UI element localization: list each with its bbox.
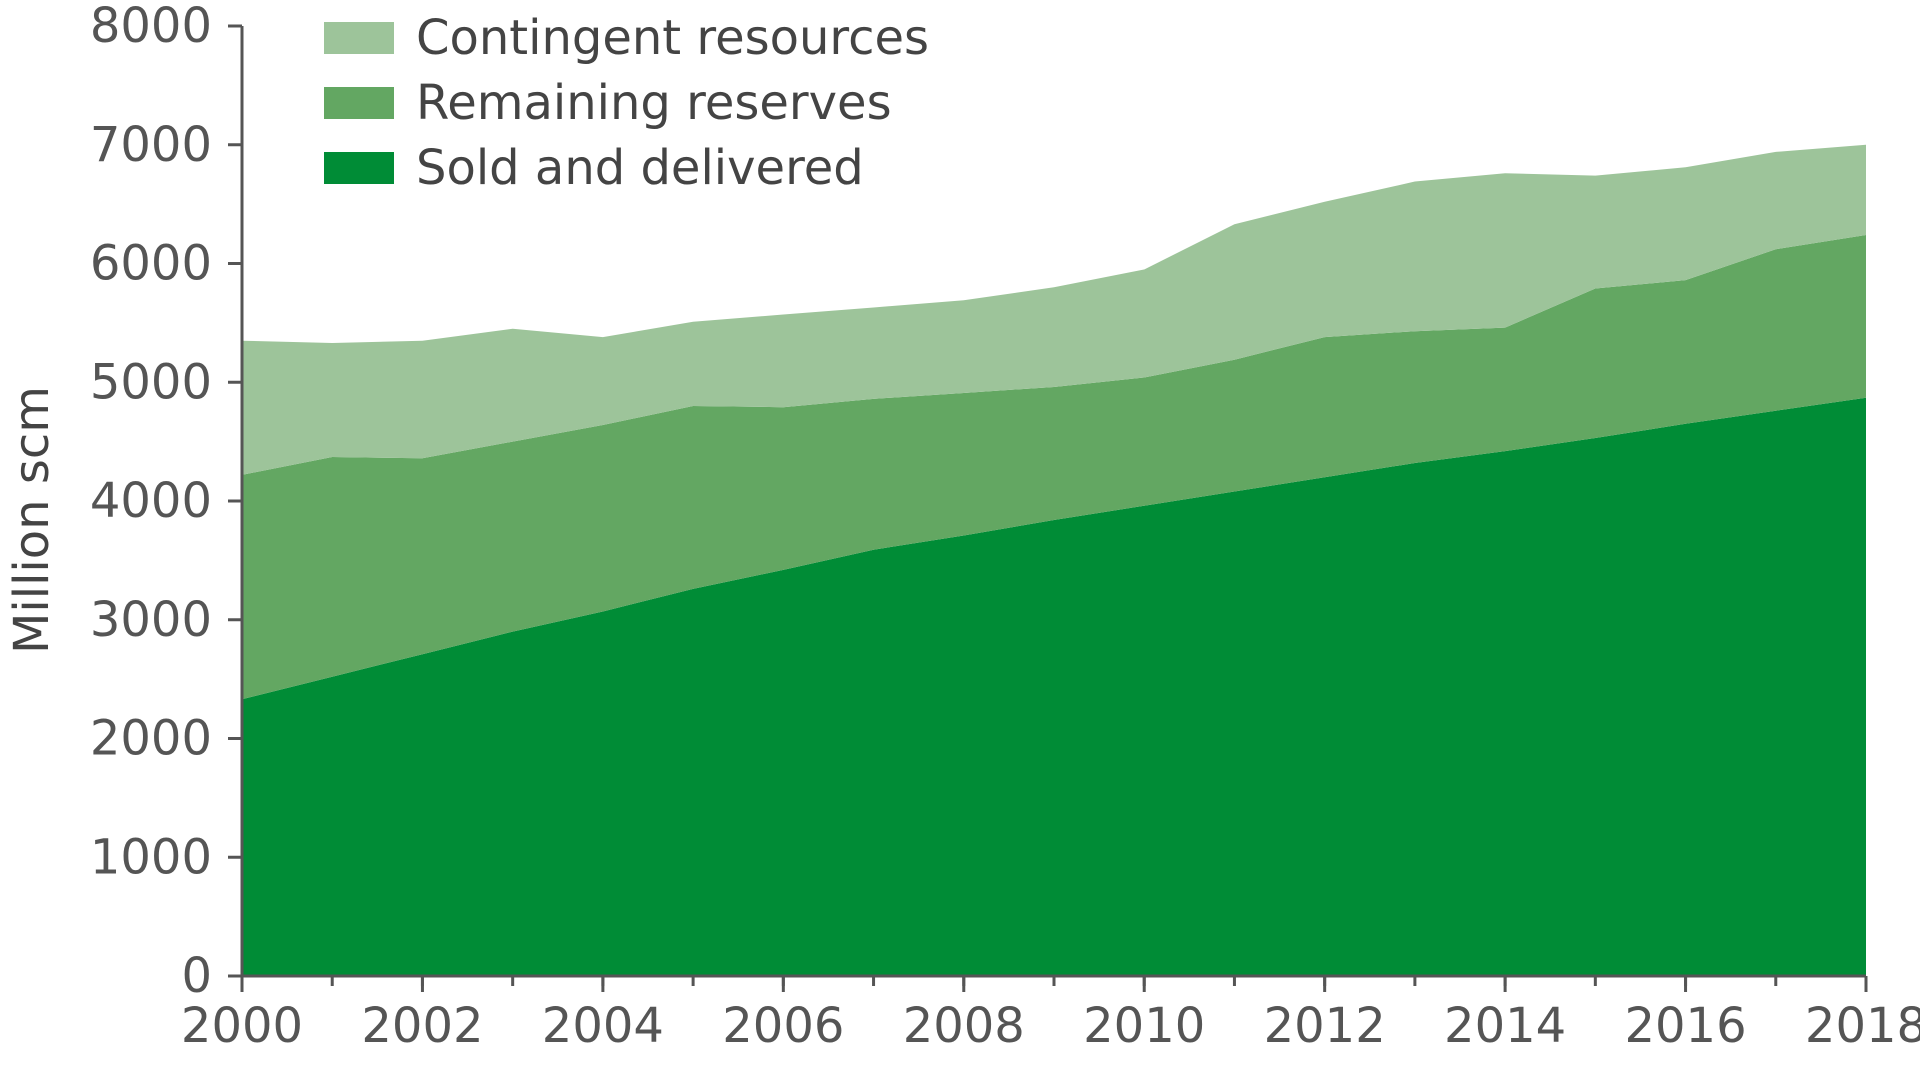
y-tick-label: 7000 (90, 117, 212, 173)
x-tick-label: 2012 (1264, 998, 1386, 1054)
legend-label-contingent-resources: Contingent resources (416, 10, 929, 66)
legend-label-remaining-reserves: Remaining reserves (416, 75, 892, 131)
y-tick-label: 5000 (90, 354, 212, 410)
y-tick-label: 1000 (90, 829, 212, 885)
y-tick-label: 8000 (90, 0, 212, 54)
area-remaining-reserves (242, 235, 1866, 700)
y-tick-label: 4000 (90, 473, 212, 529)
x-tick-label: 2014 (1444, 998, 1566, 1054)
area-layer (242, 144, 1866, 976)
legend-swatch-sold-and-delivered (324, 152, 394, 184)
area-sold-and-delivered (242, 397, 1866, 976)
x-tick-label: 2004 (542, 998, 664, 1054)
area-contingent-resources (242, 144, 1866, 475)
y-tick-label: 6000 (90, 236, 212, 292)
legend: Contingent resources Remaining reserves So… (324, 10, 929, 196)
x-tick-label: 2010 (1083, 998, 1205, 1054)
x-tick-label: 2008 (903, 998, 1025, 1054)
y-axis-title: Million scm (4, 386, 60, 654)
x-tick-label: 2000 (181, 998, 303, 1054)
x-tick-label: 2018 (1805, 998, 1920, 1054)
x-tick-label: 2002 (361, 998, 483, 1054)
axes-layer: 0 1000 2000 3000 4000 5000 6000 7000 8000 2000 200… (90, 0, 1920, 1054)
x-tick-label: 2016 (1624, 998, 1746, 1054)
legend-swatch-remaining-reserves (324, 87, 394, 119)
x-tick-label: 2006 (722, 998, 844, 1054)
legend-label-sold-and-delivered: Sold and delivered (416, 140, 864, 196)
y-tick-label: 2000 (90, 711, 212, 767)
legend-swatch-contingent-resources (324, 22, 394, 54)
y-tick-label: 3000 (90, 592, 212, 648)
y-tick-label: 0 (181, 948, 212, 1004)
